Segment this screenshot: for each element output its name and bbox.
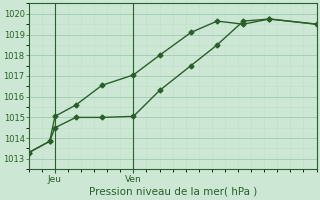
X-axis label: Pression niveau de la mer( hPa ): Pression niveau de la mer( hPa ) [89,187,257,197]
